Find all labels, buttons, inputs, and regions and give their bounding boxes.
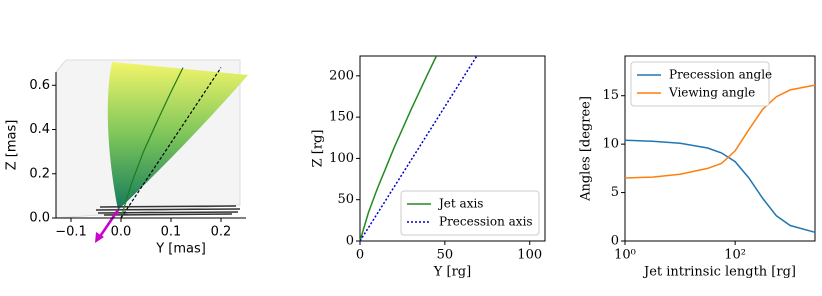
surface	[107, 62, 248, 210]
x-tick-label: 100	[517, 248, 542, 263]
x-tick-label: 10²	[724, 248, 746, 263]
x-tick-label: 0.2	[211, 225, 232, 240]
x-axis-label: Y [rg]	[433, 265, 471, 280]
y-tick-label: 15	[602, 88, 619, 103]
data-line	[624, 139, 816, 234]
x-tick-label: −0.1	[55, 225, 87, 240]
data-line	[359, 55, 438, 242]
y-axis-label: Angles [degree]	[579, 96, 594, 202]
legend-label: Viewing angle	[668, 86, 755, 100]
y-axis-label: Z [mas]	[5, 120, 20, 171]
x-axis-label: Jet intrinsic length [rg]	[642, 265, 796, 280]
legend-label: Precession axis	[439, 215, 533, 229]
y-tick-label: 0.0	[29, 211, 50, 226]
data-line	[120, 67, 184, 219]
y-tick-label: 200	[329, 68, 354, 83]
x-tick-label: 0	[356, 248, 364, 263]
data-line	[359, 55, 478, 242]
arrow	[97, 209, 120, 239]
legend-box	[630, 61, 770, 107]
y-tick-label: 0	[611, 234, 619, 249]
y-axis-label: Z [rg]	[311, 130, 326, 168]
y-tick-label: 0.2	[29, 166, 50, 181]
legend-box	[400, 190, 540, 236]
y-tick-label: 5	[611, 185, 619, 200]
y-tick-label: 150	[329, 110, 354, 125]
x-tick-label: 0.0	[111, 225, 132, 240]
y-tick-label: 50	[337, 192, 354, 207]
x-tick-label: 50	[437, 248, 454, 263]
x-tick-label: 0.1	[161, 225, 182, 240]
data-line	[120, 67, 222, 219]
panel-3d-decor	[55, 59, 248, 243]
y-tick-label: 10	[602, 137, 619, 152]
data-line	[624, 84, 816, 179]
y-tick-label: 0	[346, 234, 354, 249]
x-axis-label: Y [mas]	[155, 242, 206, 257]
y-tick-label: 0.6	[29, 78, 50, 93]
y-tick-label: 0.4	[29, 122, 50, 137]
legend-label: Jet axis	[437, 197, 483, 211]
base-rings	[95, 205, 241, 216]
y-tick-label: 100	[329, 151, 354, 166]
legend-label: Precession angle	[669, 68, 772, 82]
plot-frame	[359, 55, 546, 242]
arrow-head	[95, 232, 104, 243]
plot-frame	[624, 55, 816, 242]
x-tick-label: 10⁰	[614, 248, 636, 263]
